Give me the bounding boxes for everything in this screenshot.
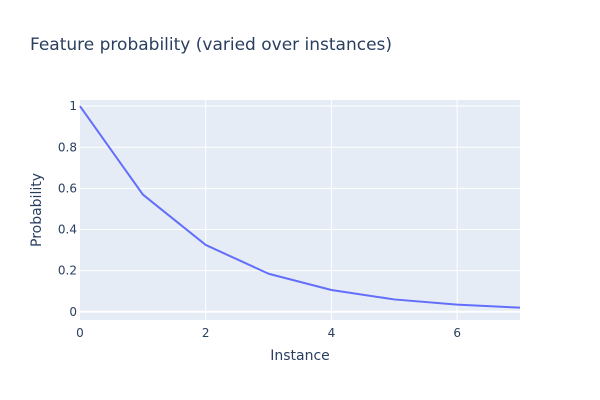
y-tick-labels: 0 0.2 0.4 0.6 0.8 1 <box>58 99 77 319</box>
y-tick-label: 1 <box>69 99 77 113</box>
series-layer <box>79 105 521 309</box>
series-line-0 <box>79 105 521 309</box>
y-gridlines <box>80 105 520 313</box>
x-axis-label: Instance <box>270 348 330 364</box>
y-tick-label: 0.6 <box>58 181 77 195</box>
x-tick-label: 0 <box>76 326 84 340</box>
y-axis-label: Probability <box>29 173 45 247</box>
x-gridlines <box>205 100 458 320</box>
y-tick-label: 0.4 <box>58 223 77 237</box>
y-tick-label: 0.2 <box>58 264 77 278</box>
plot-area <box>80 100 520 320</box>
x-tick-labels: 0 2 4 6 <box>76 326 461 340</box>
x-tick-label: 6 <box>453 326 461 340</box>
y-tick-label: 0 <box>69 305 77 319</box>
x-tick-label: 2 <box>202 326 210 340</box>
chart-title: Feature probability (varied over instanc… <box>30 35 392 55</box>
y-tick-label: 0.8 <box>58 140 77 154</box>
x-tick-label: 4 <box>328 326 336 340</box>
